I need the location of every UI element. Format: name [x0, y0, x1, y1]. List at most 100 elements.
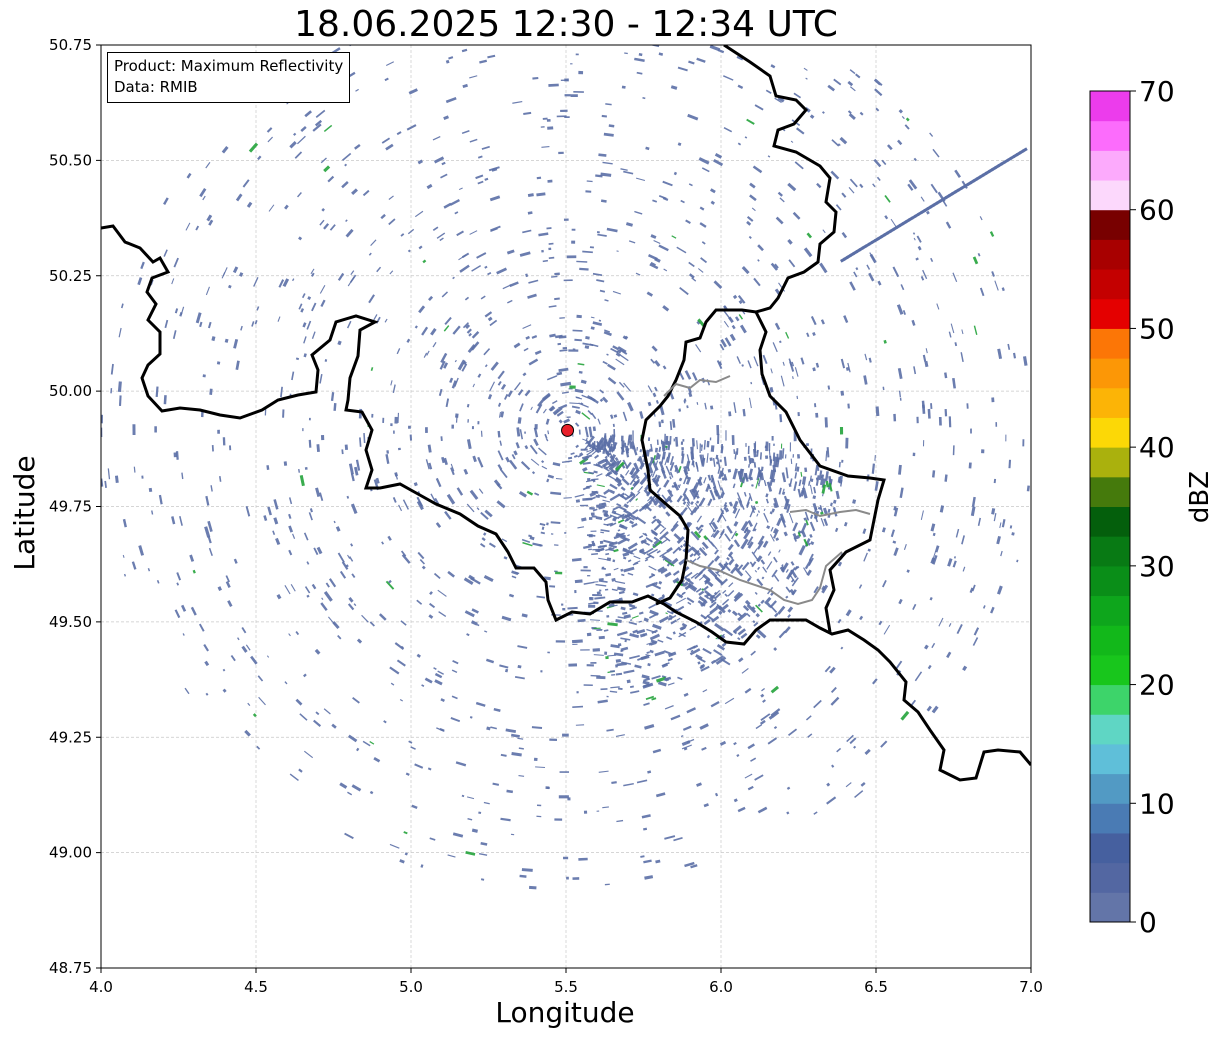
echo-cell — [578, 857, 588, 861]
echo-cell — [687, 113, 699, 121]
echo-cell — [311, 583, 317, 590]
echo-cell — [636, 628, 646, 635]
echo-cell — [683, 476, 688, 485]
echo-cell — [673, 533, 682, 541]
echo-cell — [314, 648, 321, 655]
echo-cell — [546, 375, 558, 381]
echo-cell — [752, 458, 755, 464]
echo-cell — [590, 662, 597, 664]
echo-cell — [549, 738, 558, 741]
echo-cell — [618, 590, 625, 595]
echo-cell — [749, 182, 756, 189]
echo-cell — [920, 510, 924, 520]
colorbar-segment — [1090, 209, 1130, 240]
echo-cell — [829, 666, 836, 674]
echo-cell — [617, 687, 623, 691]
echo-cell — [596, 231, 600, 234]
echo-cell — [670, 619, 677, 625]
echo-cell — [597, 233, 607, 237]
echo-cell — [586, 664, 594, 667]
echo-cell — [796, 127, 805, 135]
echo-cell — [771, 569, 778, 578]
echo-cell — [691, 460, 695, 466]
echo-cell — [601, 396, 609, 404]
echo-cell — [690, 446, 694, 455]
echo-cell — [352, 697, 360, 704]
echo-cell — [760, 693, 765, 698]
echo-cell — [733, 402, 737, 414]
echo-cell — [628, 621, 638, 626]
echo-cell — [755, 724, 763, 730]
echo-cell — [630, 690, 640, 694]
echo-cell — [781, 491, 786, 495]
echo-cell — [892, 266, 900, 278]
echo-cell — [686, 454, 690, 463]
echo-cell — [323, 124, 333, 132]
echo-cell — [396, 659, 406, 667]
echo-cell — [664, 835, 676, 840]
echo-cell — [514, 675, 525, 680]
echo-cell — [701, 588, 705, 592]
echo-cell — [644, 504, 652, 512]
echo-cell — [647, 385, 653, 393]
echo-cell — [747, 785, 754, 791]
echo-cell — [507, 390, 513, 398]
echo-cell — [637, 486, 643, 493]
echo-cell — [806, 443, 809, 446]
echo-cell — [350, 503, 358, 514]
echo-cell — [598, 319, 602, 322]
echo-cell — [772, 464, 777, 473]
echo-cell — [1001, 519, 1006, 528]
echo-cell — [481, 145, 490, 150]
echo-cell — [545, 438, 549, 442]
echo-cell — [781, 564, 784, 567]
echo-cell — [635, 491, 641, 497]
echo-cell — [447, 570, 455, 578]
echo-cell — [710, 445, 715, 452]
echo-cell — [713, 649, 723, 657]
echo-cell — [163, 395, 167, 405]
echo-cell — [994, 280, 999, 291]
echo-cell — [736, 448, 739, 455]
echo-cell — [590, 316, 595, 319]
echo-cell — [849, 86, 856, 92]
echo-cell — [323, 223, 330, 230]
echo-cell — [571, 240, 576, 244]
echo-cell — [803, 567, 809, 576]
echo-cell — [351, 784, 362, 792]
echo-cell — [751, 207, 756, 212]
echo-cell — [724, 533, 731, 542]
echo-cell — [421, 684, 425, 687]
echo-cell — [658, 615, 670, 624]
echo-cell — [454, 211, 459, 215]
echo-cell — [596, 473, 603, 477]
echo-cell — [593, 601, 599, 605]
echo-cell — [267, 136, 273, 143]
echo-cell — [186, 172, 192, 179]
echo-cell — [592, 594, 603, 597]
echo-cell — [620, 444, 625, 455]
echo-cell — [323, 708, 331, 715]
echo-cell — [433, 156, 445, 164]
echo-cell — [523, 111, 532, 116]
echo-cell — [369, 790, 374, 795]
echo-cell — [383, 720, 387, 724]
echo-cell — [793, 537, 798, 542]
echo-cell — [450, 463, 455, 472]
echo-cell — [741, 667, 749, 674]
echo-cell — [720, 338, 727, 348]
echo-cell — [515, 442, 520, 449]
echo-cell — [773, 497, 779, 508]
echo-cell — [639, 449, 643, 453]
echo-cell — [846, 734, 854, 743]
echo-cell — [490, 726, 497, 730]
echo-cell — [666, 636, 673, 641]
echo-cell — [736, 356, 741, 364]
echo-cell — [737, 612, 743, 618]
echo-cell — [634, 664, 642, 669]
echo-cell — [205, 286, 210, 296]
echo-cell — [480, 511, 489, 520]
echo-cell — [665, 465, 671, 476]
echo-cell — [571, 557, 582, 562]
echo-cell — [617, 519, 625, 524]
